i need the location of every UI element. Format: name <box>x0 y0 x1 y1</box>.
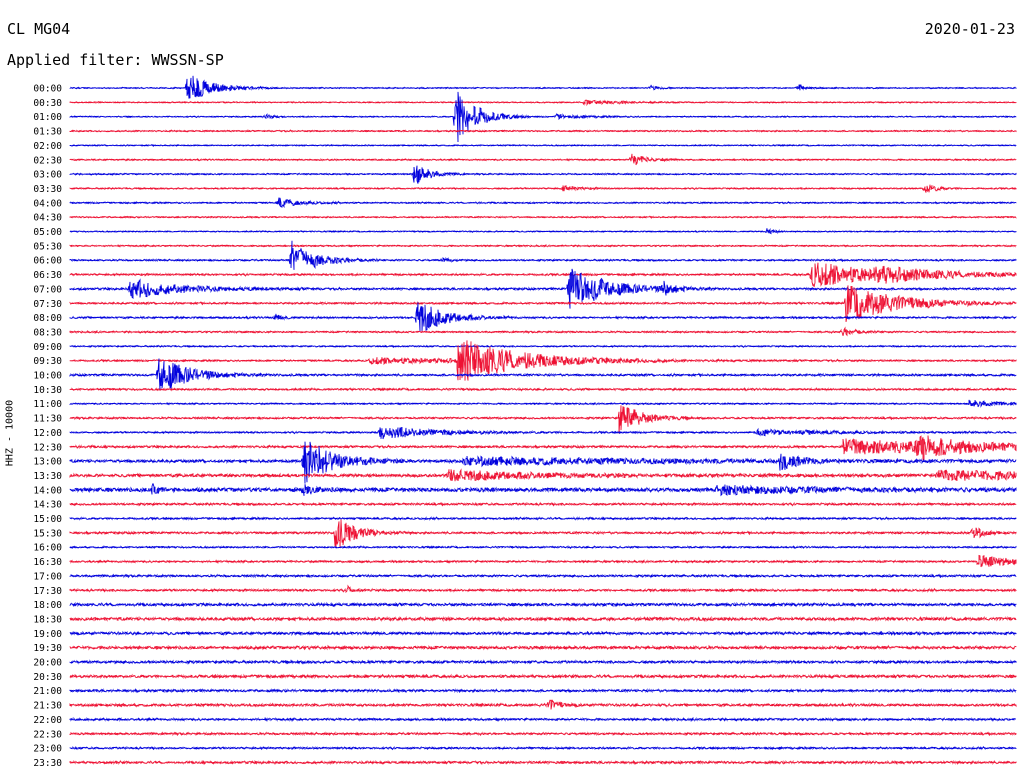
trace-row <box>70 700 1016 710</box>
row-label: 14:00 <box>33 485 62 496</box>
row-label: 07:30 <box>33 299 62 310</box>
row-label: 20:30 <box>33 672 62 683</box>
trace-row <box>70 263 1016 287</box>
row-label: 11:00 <box>33 399 62 410</box>
trace-row <box>70 217 1016 218</box>
trace-row <box>70 747 1016 749</box>
trace-row <box>70 556 1016 567</box>
trace-row <box>70 130 1016 131</box>
trace-row <box>70 586 1016 592</box>
row-label: 11:30 <box>33 414 62 425</box>
row-label: 10:00 <box>33 371 62 382</box>
trace-row <box>70 346 1016 347</box>
trace-row <box>70 389 1016 391</box>
row-label: 20:00 <box>33 658 62 669</box>
row-label: 04:30 <box>33 213 62 224</box>
row-label: 23:00 <box>33 744 62 755</box>
trace-row <box>70 518 1016 520</box>
row-label: 00:00 <box>33 84 62 95</box>
row-label: 07:00 <box>33 284 62 295</box>
row-label: 00:30 <box>33 98 62 109</box>
row-label: 04:00 <box>33 198 62 209</box>
row-label: 16:00 <box>33 543 62 554</box>
row-label: 01:00 <box>33 112 62 123</box>
trace-row <box>70 428 1016 439</box>
trace-row <box>70 547 1016 548</box>
trace-row <box>70 436 1016 460</box>
row-label: 12:30 <box>33 442 62 453</box>
time-labels: 00:00 00:30 01:00 01:30 02:00 02:30 03:00 03:30… <box>33 84 62 769</box>
trace-row <box>70 145 1016 146</box>
row-label: 18:00 <box>33 600 62 611</box>
trace-row <box>70 100 1016 104</box>
row-label: 05:30 <box>33 241 62 252</box>
row-label: 21:30 <box>33 701 62 712</box>
trace-row <box>70 198 1016 208</box>
row-label: 06:00 <box>33 256 62 267</box>
trace-row <box>70 661 1016 663</box>
row-label: 09:00 <box>33 342 62 353</box>
row-label: 14:30 <box>33 500 62 511</box>
row-label: 02:30 <box>33 155 62 166</box>
row-label: 19:00 <box>33 629 62 640</box>
trace-row <box>70 632 1016 634</box>
trace-row <box>70 519 1016 547</box>
trace-row <box>70 154 1016 165</box>
row-label: 06:30 <box>33 270 62 281</box>
trace-row <box>70 719 1016 721</box>
trace-row <box>70 400 1016 407</box>
trace-row <box>70 483 1016 495</box>
row-label: 17:30 <box>33 586 62 597</box>
trace-row <box>70 761 1016 763</box>
trace-row <box>70 285 1016 322</box>
trace-row <box>70 603 1016 605</box>
row-label: 22:30 <box>33 729 62 740</box>
trace-row <box>70 469 1016 481</box>
row-label: 15:00 <box>33 514 62 525</box>
row-label: 13:30 <box>33 471 62 482</box>
row-label: 19:30 <box>33 643 62 654</box>
trace-row <box>70 503 1016 505</box>
trace-row <box>70 575 1016 577</box>
row-label: 12:00 <box>33 428 62 439</box>
row-label: 09:30 <box>33 356 62 367</box>
trace-row <box>70 228 1016 233</box>
row-label: 18:30 <box>33 614 62 625</box>
row-label: 23:30 <box>33 758 62 769</box>
trace-row <box>70 675 1016 677</box>
row-label: 03:00 <box>33 170 62 181</box>
trace-row <box>70 405 1016 433</box>
row-label: 08:30 <box>33 327 62 338</box>
trace-row <box>70 328 1016 336</box>
trace-row <box>70 618 1016 621</box>
row-label: 21:00 <box>33 686 62 697</box>
trace-row <box>70 76 1016 99</box>
trace-row <box>70 92 1016 142</box>
row-label: 05:00 <box>33 227 62 238</box>
row-label: 10:30 <box>33 385 62 396</box>
row-label: 16:30 <box>33 557 62 568</box>
row-label: 03:30 <box>33 184 62 195</box>
trace-row <box>70 646 1016 649</box>
row-label: 22:00 <box>33 715 62 726</box>
trace-row <box>70 245 1016 246</box>
row-label: 15:30 <box>33 528 62 539</box>
row-label: 02:00 <box>33 141 62 152</box>
traces <box>70 76 1016 764</box>
row-label: 01:30 <box>33 127 62 138</box>
row-label: 08:00 <box>33 313 62 324</box>
trace-row <box>70 733 1016 735</box>
trace-row <box>70 690 1016 692</box>
row-label: 17:00 <box>33 571 62 582</box>
row-label: 13:00 <box>33 457 62 468</box>
trace-row <box>70 166 1016 184</box>
trace-row <box>70 185 1016 193</box>
